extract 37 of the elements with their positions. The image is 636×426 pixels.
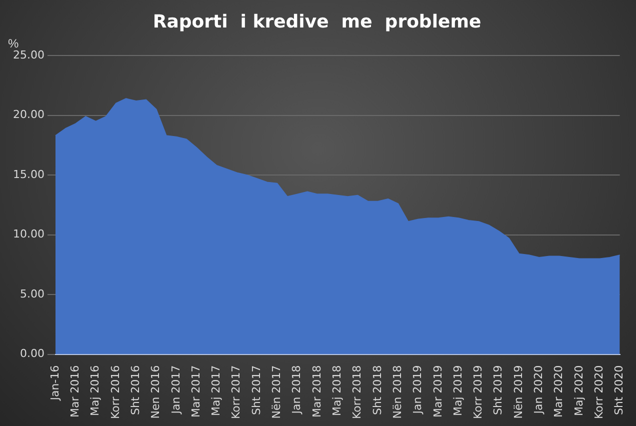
x-tick-label: Sht 2020 — [612, 365, 626, 416]
x-tick-label: Korr 2018 — [350, 365, 364, 420]
x-tick-label: Korr 2016 — [108, 365, 122, 420]
x-tick-label: Jan 2020 — [532, 365, 546, 415]
x-tick-label: Maj 2017 — [210, 365, 223, 416]
x-tick-label: Nën 2018 — [390, 365, 404, 419]
y-axis-title: % — [8, 36, 19, 50]
x-tick-label: Jan 2018 — [290, 365, 304, 415]
x-tick-label: Nën 2017 — [270, 365, 284, 419]
x-tick-label: Sht 2016 — [128, 365, 142, 416]
x-tick-label: Korr 2019 — [472, 365, 485, 420]
y-tick-label: 25.00 — [12, 48, 44, 62]
y-tick-label: 10.00 — [12, 228, 44, 241]
x-tick-label: Mar 2017 — [189, 365, 202, 418]
y-tick-label: 5.00 — [20, 287, 44, 300]
x-tick-label: Sht 2019 — [492, 365, 505, 416]
x-tick-label: Mar 2019 — [431, 365, 444, 418]
x-tick-label: Mar 2020 — [552, 365, 566, 418]
x-tick-label: Maj 2019 — [451, 365, 464, 416]
x-tick-label: Korr 2020 — [592, 365, 606, 420]
y-tick-label: 15.00 — [12, 168, 44, 181]
x-tick-label: Mar 2016 — [68, 365, 82, 418]
y-tick-label: 20.00 — [12, 108, 44, 122]
x-tick-label: Jan 2017 — [169, 365, 182, 415]
y-tick-label: 0.00 — [20, 347, 44, 360]
x-tick-label: Nen 2016 — [149, 365, 162, 419]
x-tick-label: Korr 2017 — [230, 365, 243, 420]
chart-title: Raporti i kredive me probleme — [152, 11, 482, 32]
x-tick-label: Sht 2017 — [250, 365, 263, 416]
x-tick-label: Nën 2019 — [512, 365, 525, 419]
x-tick-label: Maj 2018 — [330, 365, 344, 416]
x-tick-label: Sht 2018 — [370, 365, 384, 416]
x-tick-label: Mar 2018 — [310, 365, 324, 418]
x-tick-label: Maj 2020 — [572, 365, 586, 416]
x-tick-label: Maj 2016 — [88, 365, 102, 416]
x-tick-label: Jan-16 — [48, 365, 62, 402]
x-tick-label: Jan 2019 — [411, 365, 424, 415]
